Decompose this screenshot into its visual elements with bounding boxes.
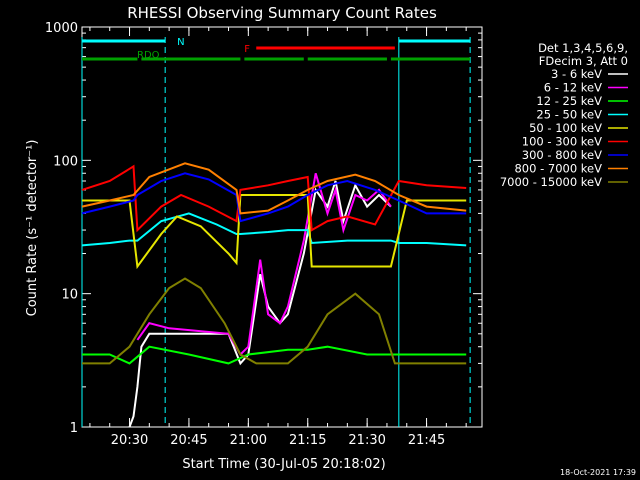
legend: Det 1,3,4,5,6,9,FDecim 3, Att 03 - 6 keV… — [500, 41, 628, 189]
legend-entry-label: 7000 - 15000 keV — [500, 175, 602, 189]
series-line — [81, 164, 467, 233]
legend-entry-label: 12 - 25 keV — [536, 94, 602, 108]
legend-entry-label: 6 - 12 keV — [544, 81, 602, 95]
plot-area: 1 10 100 1000 20:30 20:45 21:00 21:15 21:30 21:45… — [45, 21, 483, 448]
y-tick-label: 1000 — [45, 21, 78, 36]
y-tick-label: 1 — [70, 421, 78, 436]
legend-entry-label: 100 - 300 keV — [522, 135, 602, 149]
y-tick-label: 10 — [61, 288, 78, 303]
legend-header-line: FDecim 3, Att 0 — [539, 54, 628, 68]
x-tick-label: 20:30 — [111, 433, 148, 448]
series-line — [136, 173, 392, 357]
x-tick-label: 21:45 — [408, 433, 445, 448]
flag-label-f: F — [244, 44, 250, 55]
x-tick-label: 21:15 — [289, 433, 326, 448]
legend-entry-label: 300 - 800 keV — [522, 148, 602, 162]
series-lines — [81, 162, 467, 428]
y-axis-ticks: 1 10 100 1000 — [45, 21, 482, 436]
x-axis-label: Start Time (30-Jul-05 20:18:02) — [182, 457, 385, 472]
series-line — [81, 172, 467, 223]
x-tick-label: 21:30 — [348, 433, 385, 448]
y-axis-label: Count Rate (s⁻¹ detector⁻¹) — [25, 140, 40, 317]
flag-label-n: N — [177, 37, 184, 48]
generation-timestamp: 18-Oct-2021 17:39 — [560, 468, 636, 477]
legend-header-line: Det 1,3,4,5,6,9, — [538, 41, 628, 55]
legend-entry-label: 3 - 6 keV — [551, 67, 602, 81]
legend-entry-label: 50 - 100 keV — [529, 121, 602, 135]
y-tick-label: 100 — [53, 154, 78, 169]
flag-label-rdo: RDO — [137, 50, 160, 61]
legend-entry-label: 25 - 50 keV — [536, 108, 602, 122]
x-tick-label: 21:00 — [230, 433, 267, 448]
legend-entry-label: 800 - 7000 keV — [514, 162, 602, 176]
series-line — [81, 162, 467, 215]
x-axis-ticks: 20:30 20:45 21:00 21:15 21:30 21:45 — [89, 27, 467, 448]
chart-title: RHESSI Observing Summary Count Rates — [127, 4, 437, 22]
series-line — [81, 212, 467, 247]
series-line — [82, 277, 467, 365]
flag-bars: N F RDO — [82, 37, 471, 61]
x-tick-label: 20:45 — [170, 433, 207, 448]
series-line — [128, 180, 392, 428]
series-line — [82, 345, 467, 365]
